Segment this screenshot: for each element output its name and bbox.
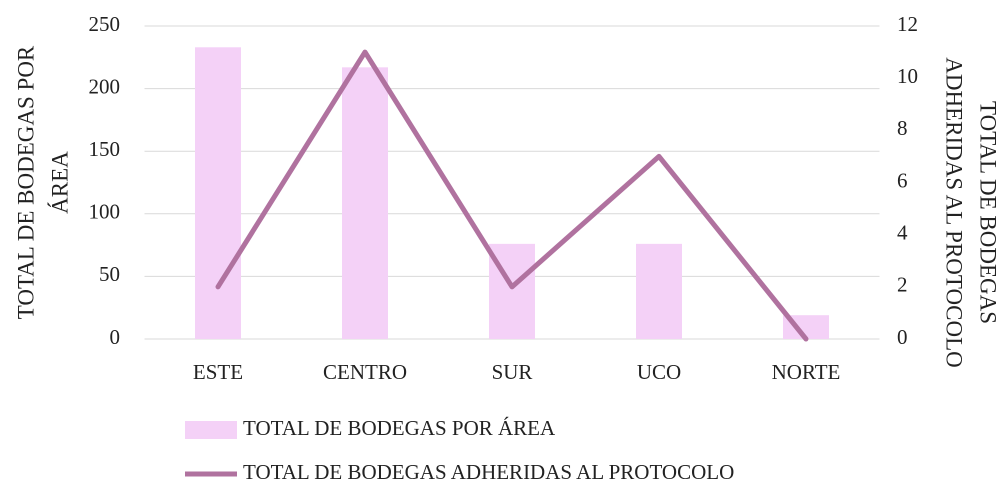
- y2-tick-label: 0: [897, 325, 908, 349]
- y-axis-title: TOTAL DE BODEGAS POR: [13, 45, 38, 319]
- x-tick-label: UCO: [637, 360, 681, 384]
- bar: [195, 47, 241, 340]
- y2-tick-label: 8: [897, 116, 908, 140]
- legend-label: TOTAL DE BODEGAS ADHERIDAS AL PROTOCOLO: [243, 460, 734, 484]
- line: [215, 49, 809, 342]
- y2-tick-label: 2: [897, 273, 908, 297]
- x-tick-label: ESTE: [193, 360, 243, 384]
- y2-tick-label: 6: [897, 168, 908, 192]
- bar: [342, 67, 388, 339]
- x-tick-label: NORTE: [772, 360, 841, 384]
- legend-swatch: [185, 421, 237, 439]
- y-tick-label: 0: [110, 325, 121, 349]
- y-tick-label: 250: [89, 12, 121, 36]
- y2-axis-title: TOTAL DE BODEGAS: [976, 101, 1000, 324]
- y-axis-title: ÁREA: [47, 151, 72, 214]
- y-tick-label: 200: [89, 74, 121, 98]
- y2-tick-label: 4: [897, 220, 908, 244]
- y-tick-label: 100: [89, 200, 121, 224]
- y-tick-label: 50: [99, 262, 120, 286]
- y2-tick-label: 12: [897, 12, 918, 36]
- y2-axis-title: ADHERIDAS AL PROTOCOLO: [942, 57, 967, 368]
- bar: [636, 243, 682, 339]
- y-tick-label: 150: [89, 137, 121, 161]
- y2-tick-label: 10: [897, 64, 918, 88]
- legend-label: TOTAL DE BODEGAS POR ÁREA: [243, 416, 556, 440]
- x-tick-label: SUR: [492, 360, 533, 384]
- x-tick-label: CENTRO: [323, 360, 407, 384]
